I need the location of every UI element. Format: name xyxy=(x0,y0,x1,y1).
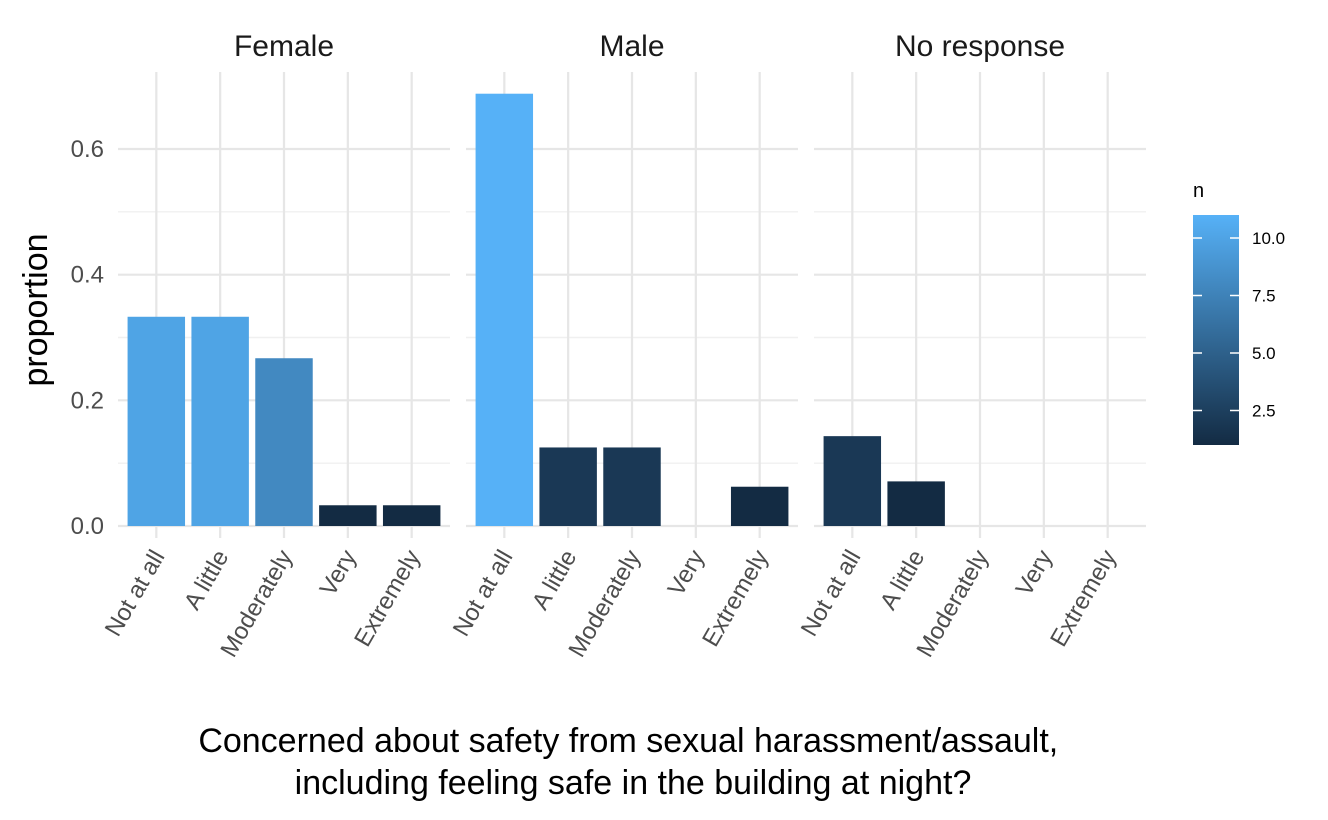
x-axis-title-line-2: including feeling safe in the building a… xyxy=(295,764,972,802)
facet-strip-label: No response xyxy=(895,30,1065,63)
x-tick-label: Not at all xyxy=(100,546,171,642)
x-tick-label: Extremely xyxy=(349,546,426,652)
x-tick-label: Extremely xyxy=(697,546,774,652)
legend-tick-label: 2.5 xyxy=(1252,402,1276,421)
x-tick-label: A little xyxy=(875,546,930,615)
bar xyxy=(475,93,534,526)
bar xyxy=(603,447,661,526)
color-legend: n 2.5 5.0 7.5 10.0 xyxy=(1193,180,1285,445)
y-tick-label: 0.2 xyxy=(71,387,104,414)
bar xyxy=(255,358,313,526)
bar xyxy=(382,505,441,526)
y-tick-label: 0.6 xyxy=(71,136,104,163)
x-tick-label: Very xyxy=(315,546,362,601)
facet-strip-label: Male xyxy=(599,30,664,63)
y-tick-label: 0.4 xyxy=(71,262,104,289)
y-axis-title: proportion xyxy=(17,233,55,386)
legend-tick-label: 5.0 xyxy=(1252,344,1276,363)
bar xyxy=(539,447,597,526)
x-axis-title-line-1: Concerned about safety from sexual haras… xyxy=(198,722,1058,760)
x-tick-label: Extremely xyxy=(1045,546,1122,652)
bar xyxy=(127,316,186,526)
x-tick-label: Not at all xyxy=(796,546,867,642)
legend-title: n xyxy=(1193,180,1204,202)
x-tick-label: Not at all xyxy=(448,546,519,642)
x-tick-label: A little xyxy=(527,546,582,615)
legend-tick-label: 7.5 xyxy=(1252,287,1276,306)
bar xyxy=(191,316,249,526)
x-tick-label: A little xyxy=(179,546,234,615)
x-tick-label: Very xyxy=(663,546,710,601)
legend-tick-label: 10.0 xyxy=(1252,229,1285,248)
colorbar xyxy=(1193,215,1239,445)
bar xyxy=(823,436,882,526)
x-axis-title: Concerned about safety from sexual haras… xyxy=(198,722,1067,802)
y-axis: 0.0 0.2 0.4 0.6 xyxy=(71,136,104,540)
x-tick-label: Very xyxy=(1011,546,1058,601)
bar xyxy=(887,481,945,526)
y-tick-label: 0.0 xyxy=(71,513,104,540)
bar xyxy=(730,486,789,526)
facet-strip-label: Female xyxy=(234,30,334,63)
bar xyxy=(319,505,377,526)
